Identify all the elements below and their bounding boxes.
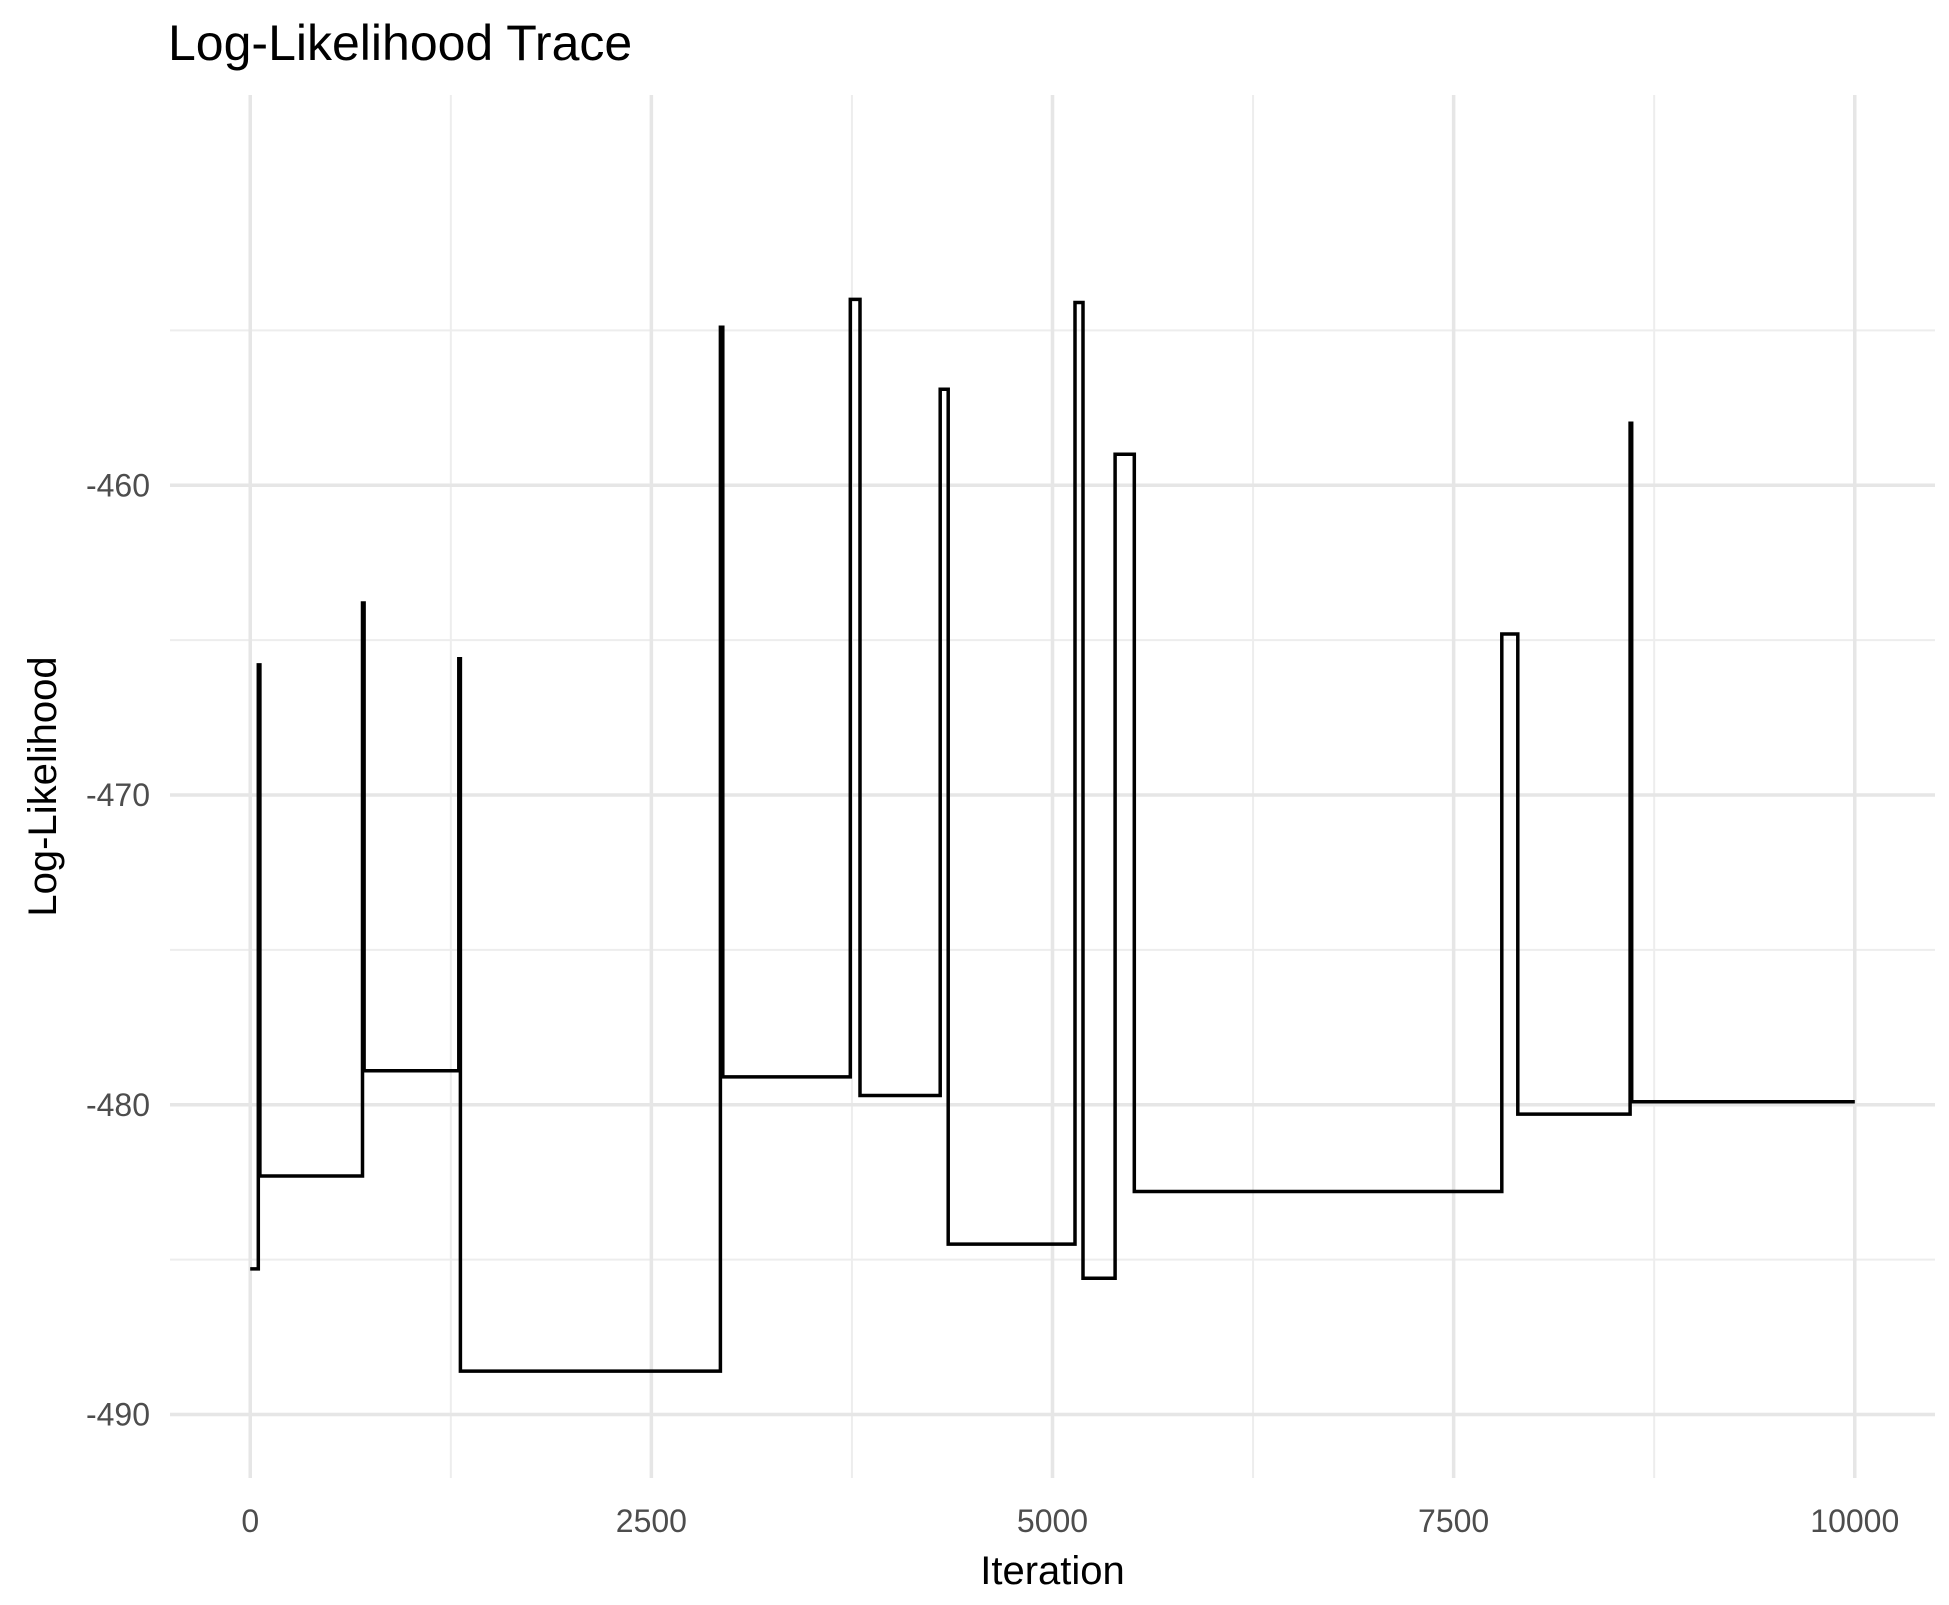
x-tick-label: 10000: [1810, 1503, 1899, 1539]
y-tick-label: -490: [86, 1397, 150, 1433]
y-axis-title: Log-Likelihood: [21, 656, 65, 916]
y-tick-label: -480: [86, 1087, 150, 1123]
chart-title: Log-Likelihood Trace: [168, 15, 633, 71]
y-tick-label: -460: [86, 467, 150, 503]
x-tick-label: 7500: [1418, 1503, 1489, 1539]
series-line-0: [250, 297, 1855, 1373]
x-axis-title: Iteration: [980, 1549, 1125, 1593]
x-tick-label: 5000: [1017, 1503, 1088, 1539]
y-tick-label: -470: [86, 777, 150, 813]
x-tick-label: 2500: [616, 1503, 687, 1539]
x-tick-label: 0: [241, 1503, 259, 1539]
